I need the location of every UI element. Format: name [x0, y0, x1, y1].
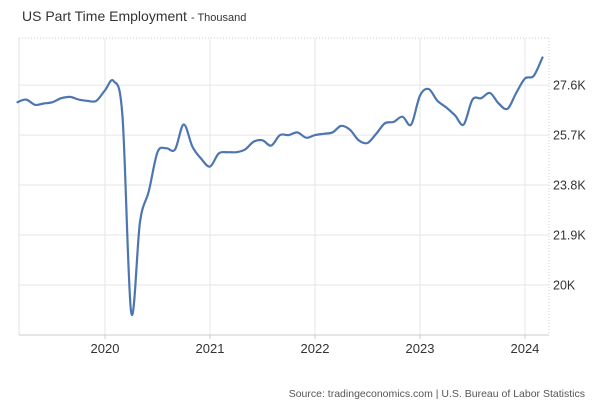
chart-unit-label: - Thousand	[190, 12, 247, 24]
y-axis-label: 20K	[553, 279, 576, 293]
x-axis-label: 2020	[91, 341, 120, 356]
y-axis-label: 25.7K	[553, 129, 586, 143]
employment-line-series	[16, 56, 544, 316]
y-axis-label: 27.6K	[553, 79, 586, 93]
y-axis-label: 21.9K	[553, 229, 586, 243]
x-axis-label: 2023	[406, 341, 435, 356]
chart-title-row: US Part Time Employment - Thousand	[22, 8, 246, 26]
chart-title: US Part Time Employment	[22, 8, 187, 24]
y-axis-label: 23.8K	[553, 179, 586, 193]
x-axis-label: 2021	[196, 341, 225, 356]
x-axis-label: 2024	[510, 341, 539, 356]
x-axis-label: 2022	[301, 341, 330, 356]
source-attribution[interactable]: Source: tradingeconomics.com | U.S. Bure…	[288, 388, 585, 400]
